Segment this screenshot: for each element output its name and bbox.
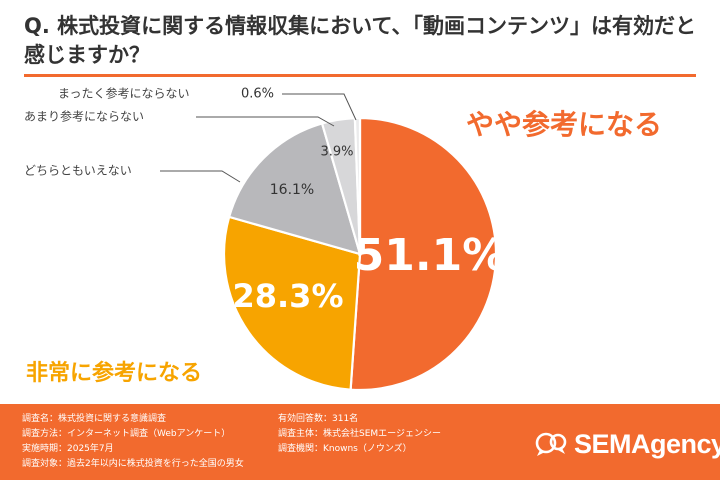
survey-meta-line: 実施時期：2025年7月: [22, 444, 114, 454]
slice-value-label: 51.1%: [354, 230, 507, 281]
leader-line: [282, 93, 357, 121]
slice-category-label: まったく参考にならない: [58, 86, 190, 101]
slice-value-label: 16.1%: [270, 182, 314, 198]
leader-line: [160, 170, 241, 183]
survey-meta-line: 有効回答数：311名: [278, 414, 359, 424]
survey-meta-line: 調査方法：インターネット調査（Webアンケート）: [22, 429, 231, 439]
title-divider: [24, 74, 696, 77]
survey-meta-line: 調査機関：Knowns（ノウンズ）: [278, 444, 412, 454]
survey-meta-line: 調査対象：過去2年以内に株式投資を行った全国の男女: [22, 459, 244, 469]
question-title: Q. 株式投資に関する情報収集において、「動画コンテンツ」は有効だと感じますか？: [24, 14, 696, 67]
slice-category-label: どちらともいえない: [24, 164, 132, 178]
slice-category-label: やや参考になる: [466, 108, 662, 141]
survey-footer: 調査名：株式投資に関する意識調査 調査方法：インターネット調査（Webアンケート…: [0, 404, 720, 480]
leader-line: [196, 116, 335, 127]
survey-meta-right: 有効回答数：311名 調査主体：株式会社SEMエージェンシー 調査機関：Know…: [278, 412, 441, 457]
slice-value-label: 28.3%: [232, 277, 343, 315]
brand-name: SEMAgency: [574, 428, 720, 459]
pie-slice: [349, 116, 498, 392]
pie-slice: [227, 122, 362, 256]
brand-logo: SEMAgency: [534, 424, 720, 464]
slice-value-label: 0.6%: [241, 87, 274, 102]
slice-value-label: 3.9%: [320, 145, 353, 160]
survey-meta-line: 調査名：株式投資に関する意識調査: [22, 414, 167, 424]
survey-meta-line: 調査主体：株式会社SEMエージェンシー: [278, 429, 441, 439]
chat-bubble-logo-icon: [535, 432, 567, 456]
survey-meta-left: 調査名：株式投資に関する意識調査 調査方法：インターネット調査（Webアンケート…: [22, 412, 244, 472]
pie-slice: [222, 215, 362, 391]
slice-category-label: あまり参考にならない: [24, 109, 144, 124]
slice-category-label: 非常に参考になる: [26, 360, 202, 386]
